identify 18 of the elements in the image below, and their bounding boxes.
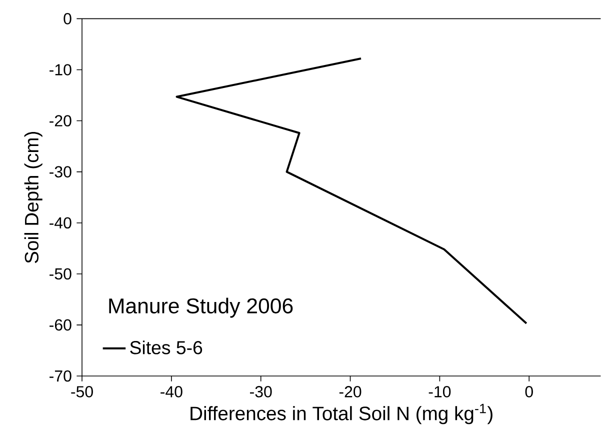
y-tick-label: -60	[50, 319, 72, 331]
y-tick-label: -30	[50, 166, 72, 178]
y-tick-label: 0	[64, 13, 72, 24]
y-tick-label: -40	[50, 217, 72, 229]
x-tick-label: -20	[339, 386, 362, 398]
legend-title: Manure Study 2006	[109, 298, 293, 318]
y-tick-label: -10	[50, 64, 72, 76]
x-tick-label: -10	[428, 386, 451, 398]
x-tick-label: -40	[160, 386, 182, 398]
x-tick-label: -50	[71, 386, 93, 398]
y-axis-title: Soil Depth (cm)	[24, 132, 42, 264]
x-axis-title: Differences in Total Soil N (mg kg$^{-1}$)	[190, 404, 492, 424]
legend-label: Sites 5-6	[130, 340, 202, 354]
y-tick-label: -20	[50, 115, 72, 126]
x-tick-label: 0	[525, 386, 533, 398]
y-tick-label: -50	[50, 268, 72, 280]
y-tick-label: -70	[50, 370, 72, 382]
x-tick-label: -30	[250, 386, 272, 398]
